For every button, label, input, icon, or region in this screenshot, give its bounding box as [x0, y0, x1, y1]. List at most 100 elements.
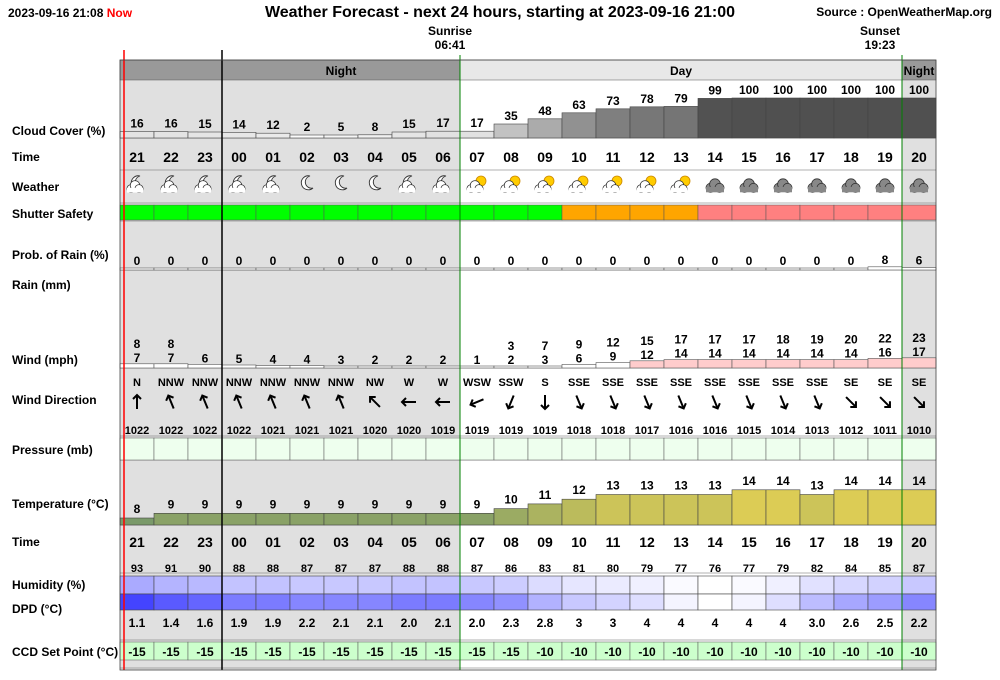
dpd-label: 4 — [678, 616, 685, 630]
temperature-label: 10 — [504, 493, 518, 507]
time-label-bottom: 12 — [639, 534, 655, 550]
wind-direction-label: SSE — [806, 377, 828, 389]
humidity-cell — [289, 575, 325, 595]
shutter-safety-cell — [153, 204, 189, 221]
temperature-label: 14 — [878, 474, 892, 488]
cloud-cover-label: 99 — [708, 83, 722, 97]
humidity-label: 88 — [233, 563, 245, 575]
wind-gust-label: 17 — [674, 333, 688, 347]
cloud-cover-label: 12 — [266, 118, 280, 132]
wind-direction-arrow — [400, 397, 416, 407]
time-label-bottom: 06 — [435, 534, 451, 550]
cloud-cover-label: 16 — [164, 117, 178, 131]
wind-speed-label: 16 — [878, 345, 892, 359]
dpd-cell — [697, 593, 733, 611]
temperature-label: 12 — [572, 483, 586, 497]
shutter-safety-cell — [799, 204, 835, 221]
wind-speed-label: 4 — [270, 353, 277, 367]
overcast-icon — [909, 178, 929, 193]
overcast-icon — [875, 178, 895, 193]
dpd-label: 4 — [746, 616, 753, 630]
now-label: Now — [106, 6, 133, 20]
period-band-label: Night — [326, 64, 357, 78]
dpd-cell — [595, 593, 631, 611]
humidity-cell — [425, 575, 461, 595]
cloud-cover-label: 8 — [372, 120, 379, 134]
row-label-rain: Rain (mm) — [12, 278, 71, 292]
cloud-icon — [432, 180, 450, 194]
pressure-cell — [901, 437, 937, 461]
rain-probability-bar — [731, 267, 767, 271]
time-label-bottom: 18 — [843, 534, 859, 550]
chart-title: Weather Forecast - next 24 hours, starti… — [264, 4, 736, 21]
temperature-label: 9 — [202, 497, 209, 511]
pressure-label: 1018 — [601, 425, 625, 437]
rain-probability-label: 0 — [780, 254, 787, 268]
humidity-cell — [799, 575, 835, 595]
cloud-icon — [160, 180, 178, 194]
temperature-bar — [119, 517, 155, 526]
time-label-bottom: 09 — [537, 534, 553, 550]
pressure-cell — [153, 437, 189, 461]
temperature-label: 9 — [406, 497, 413, 511]
time-label: 19 — [877, 149, 893, 165]
temperature-bar — [595, 494, 631, 526]
pressure-label: 1010 — [907, 425, 931, 437]
humidity-label: 88 — [437, 563, 449, 575]
cloud-cover-label: 14 — [232, 117, 246, 131]
time-label: 02 — [299, 149, 315, 165]
shutter-safety-cell — [867, 204, 903, 221]
temperature-label: 9 — [372, 497, 379, 511]
ccd-set-point-label: -10 — [570, 645, 588, 659]
dpd-cell — [255, 593, 291, 611]
dpd-label: 1.4 — [163, 616, 180, 630]
wind-direction-arrow — [609, 395, 619, 410]
temperature-label: 13 — [640, 479, 654, 493]
rain-probability-label: 0 — [644, 254, 651, 268]
humidity-label: 88 — [267, 563, 279, 575]
dpd-cell — [221, 593, 257, 611]
temperature-label: 14 — [844, 474, 858, 488]
time-label-bottom: 00 — [231, 534, 247, 550]
wind-speed-label: 1 — [474, 353, 481, 367]
dpd-cell — [833, 593, 869, 611]
humidity-label: 93 — [131, 563, 143, 575]
pressure-cell — [595, 437, 631, 461]
wind-direction-arrow — [369, 396, 381, 408]
dpd-label: 2.2 — [299, 616, 316, 630]
wind-gust-label: 8 — [168, 337, 175, 351]
time-label-bottom: 21 — [129, 534, 145, 550]
shutter-safety-cell — [901, 204, 937, 221]
wind-direction-label: NNW — [158, 377, 185, 389]
time-label-bottom: 05 — [401, 534, 417, 550]
shutter-safety-cell — [391, 204, 427, 221]
humidity-cell — [595, 575, 631, 595]
clear-night-icon — [368, 175, 382, 191]
rain-probability-bar — [697, 267, 733, 271]
temperature-bar — [187, 512, 223, 526]
wind-direction-label: WSW — [463, 377, 492, 389]
shutter-safety-cell — [697, 204, 733, 221]
humidity-label: 87 — [471, 563, 483, 575]
wind-direction-arrow — [711, 395, 721, 410]
wind-direction-arrow — [643, 395, 653, 410]
humidity-label: 81 — [573, 563, 585, 575]
humidity-label: 76 — [709, 563, 721, 575]
humidity-cell — [629, 575, 665, 595]
wind-speed-label: 14 — [674, 347, 688, 361]
time-label: 12 — [639, 149, 655, 165]
cloud-icon — [398, 180, 416, 194]
pressure-cell — [493, 437, 529, 461]
cloud-icon — [568, 180, 586, 194]
rain-probability-label: 0 — [814, 254, 821, 268]
temperature-bar — [833, 489, 869, 526]
pressure-label: 1022 — [159, 425, 183, 437]
source-label: Source : OpenWeatherMap.org — [816, 5, 992, 19]
time-label-bottom: 14 — [707, 534, 723, 550]
shutter-safety-cell — [833, 204, 869, 221]
shutter-safety-cell — [663, 204, 699, 221]
dpd-cell — [561, 593, 597, 611]
humidity-label: 90 — [199, 563, 211, 575]
wind-direction-arrow — [575, 395, 585, 410]
time-label-bottom: 22 — [163, 534, 179, 550]
